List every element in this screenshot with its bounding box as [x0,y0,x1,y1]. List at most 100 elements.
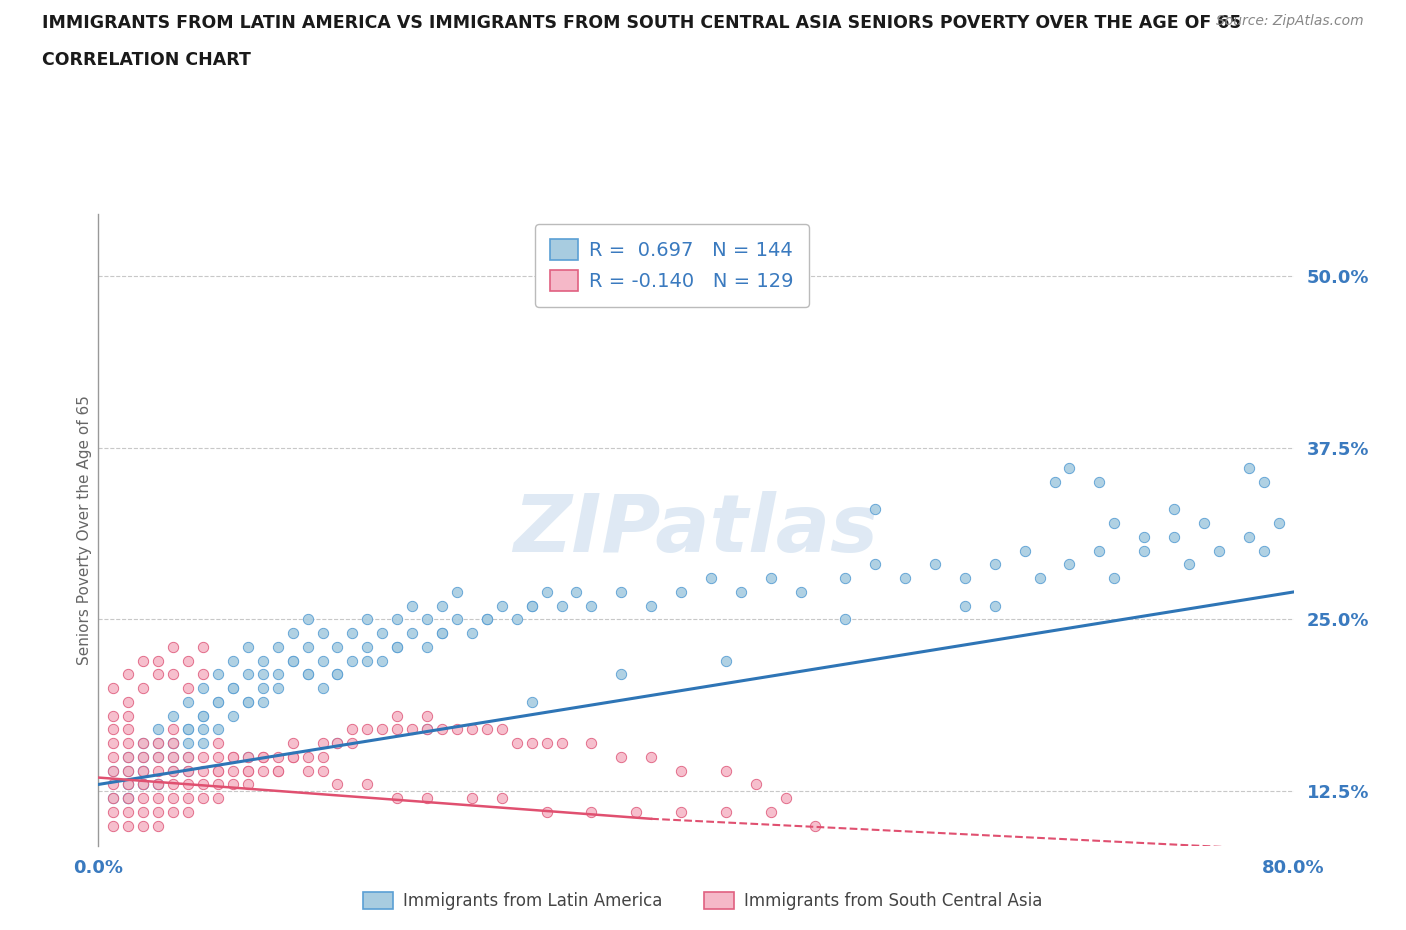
Point [461,722,484,737]
Point [222,777,245,791]
Point [430,598,453,613]
Point [177,736,200,751]
Point [162,722,184,737]
Point [117,818,139,833]
Point [222,653,245,668]
Point [416,722,439,737]
Point [177,681,200,696]
Point [1267,516,1289,531]
Point [132,750,155,764]
Point [281,626,304,641]
Point [759,571,782,586]
Point [148,653,170,668]
Point [430,626,453,641]
Point [416,722,439,737]
Point [207,722,229,737]
Point [117,667,139,682]
Point [207,764,229,778]
Point [430,626,453,641]
Point [267,750,290,764]
Point [177,777,200,791]
Point [342,722,364,737]
Point [953,571,976,586]
Point [565,585,588,600]
Point [252,667,274,682]
Point [177,695,200,710]
Point [252,681,274,696]
Point [236,764,259,778]
Point [132,804,155,819]
Point [177,790,200,805]
Point [311,750,333,764]
Point [148,750,170,764]
Point [446,585,468,600]
Point [311,736,333,751]
Point [1059,460,1081,475]
Point [148,736,170,751]
Point [236,764,259,778]
Point [252,750,274,764]
Point [267,764,290,778]
Point [236,695,259,710]
Point [356,612,378,627]
Point [1163,502,1185,517]
Point [103,777,125,791]
Point [371,722,394,737]
Point [714,653,737,668]
Point [281,750,304,764]
Point [385,709,409,724]
Point [297,764,319,778]
Point [191,681,214,696]
Point [865,502,887,517]
Point [1178,557,1201,572]
Point [252,750,274,764]
Point [1014,543,1036,558]
Point [342,653,364,668]
Point [281,653,304,668]
Point [132,736,155,751]
Point [148,722,170,737]
Point [1208,543,1230,558]
Point [789,585,811,600]
Point [520,736,543,751]
Point [103,750,125,764]
Point [162,790,184,805]
Point [207,695,229,710]
Point [222,681,245,696]
Point [148,777,170,791]
Point [446,612,468,627]
Point [669,585,692,600]
Point [132,681,155,696]
Point [475,722,498,737]
Point [236,750,259,764]
Point [177,722,200,737]
Point [252,764,274,778]
Point [342,736,364,751]
Point [132,818,155,833]
Point [759,804,782,819]
Point [148,736,170,751]
Point [669,764,692,778]
Point [162,709,184,724]
Point [281,653,304,668]
Point [117,804,139,819]
Point [356,722,378,737]
Point [117,790,139,805]
Point [117,777,139,791]
Point [297,667,319,682]
Point [834,571,856,586]
Point [177,722,200,737]
Point [491,598,513,613]
Point [117,695,139,710]
Point [1163,529,1185,544]
Point [222,764,245,778]
Point [132,764,155,778]
Point [162,736,184,751]
Point [461,790,484,805]
Point [117,750,139,764]
Point [148,764,170,778]
Point [326,667,349,682]
Point [132,777,155,791]
Point [177,764,200,778]
Point [311,681,333,696]
